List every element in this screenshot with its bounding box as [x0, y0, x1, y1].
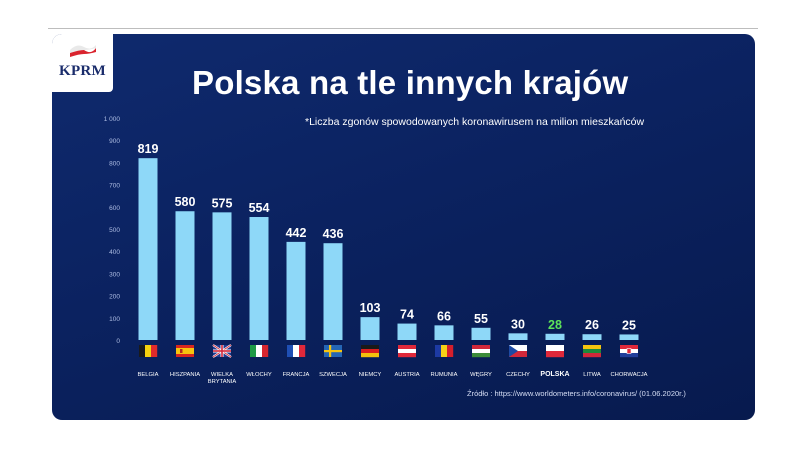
y-tick-label: 700: [109, 183, 120, 190]
bar: [397, 323, 417, 340]
category-label: WŁOCHY: [246, 372, 272, 378]
category-label: POLSKA: [540, 371, 569, 378]
bar: [360, 317, 380, 340]
bar: [286, 241, 306, 340]
chart-subtitle: *Liczba zgonów spowodowanych koronawirus…: [305, 116, 645, 128]
data-label: 103: [360, 301, 381, 315]
data-label: 580: [175, 195, 196, 209]
bar: [545, 333, 565, 340]
flag-germany-icon: [361, 345, 379, 358]
y-tick-label: 300: [109, 271, 120, 278]
data-label: 66: [437, 309, 451, 323]
data-label: 442: [286, 226, 307, 240]
data-label: 436: [323, 227, 344, 241]
bar: [175, 211, 195, 340]
bar: [508, 333, 528, 340]
flag-spain-icon: [176, 345, 194, 357]
data-label: 74: [400, 308, 414, 322]
y-tick-label: 100: [109, 316, 120, 323]
category-label: CHORWACJA: [610, 372, 647, 378]
category-label: WIELKA: [211, 372, 233, 378]
flag-united-kingdom-icon: [212, 344, 232, 358]
category-label: NIEMCY: [359, 372, 382, 378]
y-axis: 0 100 200 300 400 500 600 700 800 900 1 000: [104, 116, 121, 345]
y-tick-label: 400: [109, 249, 120, 256]
data-label: 554: [249, 201, 270, 215]
logo-text: KPRM: [58, 63, 107, 79]
kprm-logo: KPRM: [52, 34, 113, 92]
bar: [619, 334, 639, 340]
data-label: 26: [585, 318, 599, 332]
flag-italy-icon: [250, 345, 269, 357]
infographic-panel: KPRM Polska na tle innych krajów *Liczba…: [52, 34, 755, 420]
category-label: SZWECJA: [319, 372, 347, 378]
y-tick-label: 0: [116, 338, 120, 345]
category-label: AUSTRIA: [394, 372, 419, 378]
category-label: CZECHY: [506, 372, 530, 378]
flag-france-icon: [287, 345, 306, 357]
bar: [434, 325, 454, 340]
category-label: BELGIA: [138, 372, 159, 378]
y-tick-label: 500: [109, 227, 120, 234]
y-tick-label: 900: [109, 138, 120, 145]
bar: [212, 212, 232, 340]
category-label: BRYTANIA: [208, 379, 237, 385]
flag-austria-icon: [398, 345, 416, 358]
page-title: Polska na tle innych krajów: [192, 64, 629, 101]
flag-lithuania-icon: [583, 345, 601, 358]
bars: 819 580 575 554 442 436 103 74 66 55 30 28 26 25: [138, 142, 639, 340]
bar-chart: 0 100 200 300 400 500 600 700 800 900 1 000 819 580…: [104, 116, 648, 385]
top-divider: [48, 28, 758, 29]
data-label: 25: [622, 318, 636, 332]
flag-sweden-icon: [324, 345, 342, 357]
data-label: 55: [474, 312, 488, 326]
category-label: LITWA: [583, 372, 601, 378]
y-tick-label: 200: [109, 294, 120, 301]
y-tick-label: 800: [109, 160, 120, 167]
flag-poland-icon: [546, 345, 564, 358]
source-note: Źródło : https://www.worldometers.info/c…: [467, 389, 686, 398]
bar: [249, 217, 269, 340]
y-tick-label: 1 000: [104, 116, 121, 123]
bar: [471, 327, 491, 340]
category-label: HISZPANIA: [170, 372, 200, 378]
bar: [138, 158, 158, 340]
data-label: 575: [212, 196, 233, 210]
data-label: 819: [138, 142, 159, 156]
bar: [323, 243, 343, 340]
flag-croatia-icon: [620, 345, 638, 358]
category-label: WĘGRY: [470, 372, 492, 378]
flag-romania-icon: [435, 345, 454, 357]
category-label: FRANCJA: [283, 372, 310, 378]
flag-hungary-icon: [472, 345, 490, 358]
flag-belgium-icon: [139, 345, 158, 357]
flags: [139, 344, 638, 358]
y-tick-label: 600: [109, 205, 120, 212]
flag-ribbon-icon: [70, 45, 96, 57]
bar: [582, 334, 602, 340]
flag-czechia-icon: [509, 345, 527, 357]
category-label: RUMUNIA: [430, 372, 457, 378]
data-label: 30: [511, 317, 525, 331]
data-label: 28: [548, 318, 562, 332]
